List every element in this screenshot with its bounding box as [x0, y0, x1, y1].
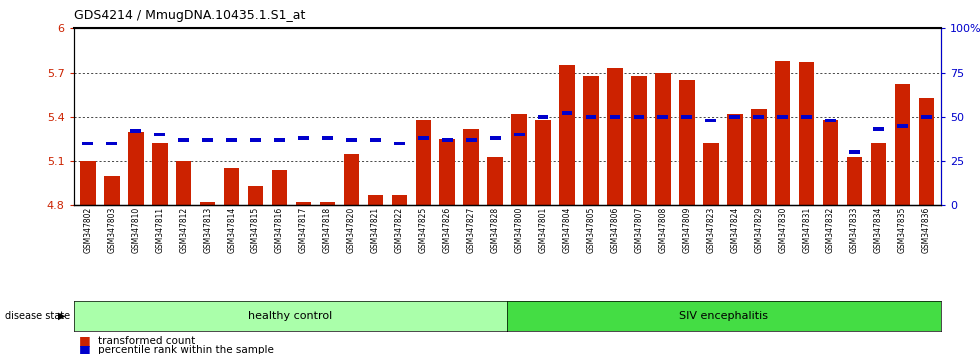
Text: healthy control: healthy control	[248, 311, 332, 321]
Bar	[751, 109, 766, 205]
Bar	[178, 138, 189, 142]
Bar	[895, 84, 910, 205]
Text: SIV encephalitis: SIV encephalitis	[679, 311, 768, 321]
Bar	[200, 202, 216, 205]
Bar	[271, 170, 287, 205]
Bar	[464, 129, 479, 205]
Bar	[610, 115, 620, 119]
Bar	[921, 115, 932, 119]
Text: transformed count: transformed count	[98, 336, 195, 346]
Bar	[274, 138, 285, 142]
Bar	[490, 136, 501, 140]
Bar	[514, 133, 524, 136]
Text: GDS4214 / MmugDNA.10435.1.S1_at: GDS4214 / MmugDNA.10435.1.S1_at	[74, 9, 305, 22]
Text: disease state: disease state	[5, 311, 70, 321]
Bar	[368, 195, 383, 205]
Bar	[439, 139, 455, 205]
Bar	[346, 138, 357, 142]
Bar	[392, 195, 407, 205]
Bar	[655, 73, 670, 205]
Text: ■: ■	[78, 343, 90, 354]
Bar	[223, 169, 239, 205]
Bar	[322, 136, 333, 140]
Bar	[681, 115, 692, 119]
Bar	[155, 133, 166, 136]
Bar	[202, 138, 213, 142]
Bar	[152, 143, 168, 205]
Bar	[296, 202, 312, 205]
Bar	[442, 138, 453, 142]
Bar	[706, 119, 716, 122]
Bar	[370, 138, 381, 142]
Bar	[873, 127, 884, 131]
Bar	[729, 115, 740, 119]
Bar	[298, 136, 309, 140]
Bar	[560, 65, 575, 205]
Bar	[226, 138, 237, 142]
Bar	[897, 124, 907, 127]
Text: ▶: ▶	[58, 311, 66, 321]
Bar	[535, 120, 551, 205]
Bar	[775, 61, 791, 205]
Bar	[128, 132, 144, 205]
Bar	[487, 157, 503, 205]
Bar	[583, 75, 599, 205]
Bar	[82, 142, 93, 145]
Bar	[107, 142, 118, 145]
Bar	[512, 114, 527, 205]
Bar	[777, 115, 788, 119]
Bar	[727, 114, 743, 205]
Bar	[823, 120, 838, 205]
Bar	[250, 138, 261, 142]
Bar	[104, 176, 120, 205]
Bar	[80, 161, 96, 205]
Bar	[870, 143, 886, 205]
Bar	[802, 115, 812, 119]
Bar	[679, 80, 695, 205]
Bar	[608, 68, 622, 205]
Bar	[799, 62, 814, 205]
Bar	[319, 202, 335, 205]
Bar	[176, 161, 191, 205]
Bar	[466, 138, 476, 142]
Bar	[658, 115, 668, 119]
Bar	[562, 112, 572, 115]
Bar	[633, 115, 644, 119]
Bar	[417, 136, 428, 140]
Bar	[538, 115, 549, 119]
Bar	[130, 129, 141, 133]
Bar	[344, 154, 360, 205]
Bar	[631, 75, 647, 205]
Text: percentile rank within the sample: percentile rank within the sample	[98, 345, 273, 354]
Bar	[586, 115, 597, 119]
Bar	[394, 142, 405, 145]
Bar	[847, 157, 862, 205]
Bar	[703, 143, 718, 205]
Text: ■: ■	[78, 334, 90, 347]
Bar	[825, 119, 836, 122]
Bar	[754, 115, 764, 119]
Bar	[849, 150, 859, 154]
Bar	[918, 98, 934, 205]
Bar	[248, 186, 264, 205]
Bar	[416, 120, 431, 205]
